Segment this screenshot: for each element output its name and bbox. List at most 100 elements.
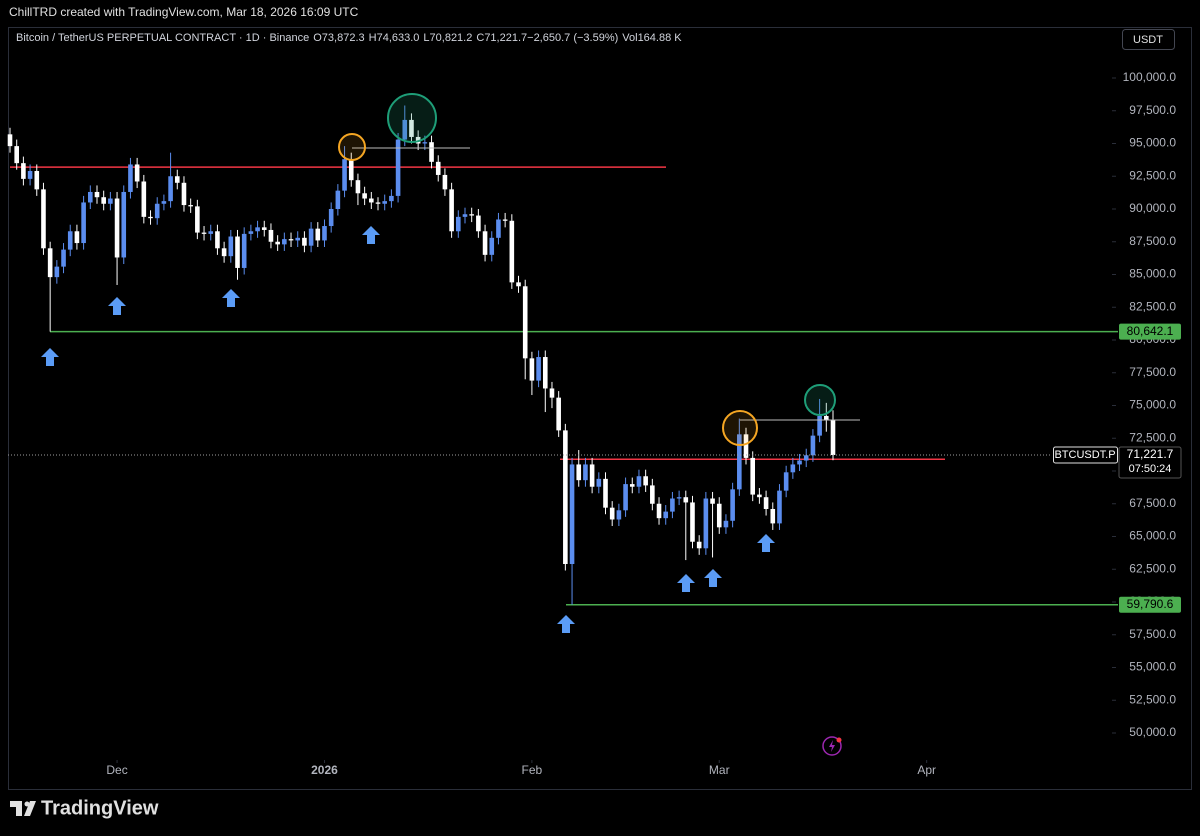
candle-body [188,205,193,207]
candle-body [817,415,822,436]
candle-body [27,171,33,179]
candle-body [34,171,40,190]
y-tick-label: 67,500.0 [1129,496,1176,510]
symbol-box [1053,446,1118,464]
price-badge [1118,446,1182,479]
candle-body [389,195,394,202]
candle-body [41,189,46,249]
candle-body [154,203,160,219]
candle-body [248,231,254,234]
green-circle [387,93,437,143]
candle-body [763,497,769,509]
candle-body [322,226,327,241]
candle-body [409,119,414,137]
candle-body [315,228,321,241]
legend-value: 74,633.0 [377,32,420,44]
candle-body [355,180,361,194]
currency-button[interactable] [1122,29,1175,50]
candle-body [489,237,495,255]
x-tick-label: Mar [709,763,730,777]
candle-body [556,397,561,431]
orange-circle [338,133,366,161]
candle-body [268,229,274,242]
header-text: ChillTRD created with TradingView.com, M… [9,5,359,19]
candle-body [636,476,642,487]
x-tick-label: Feb [522,763,543,777]
candle-body [496,219,501,238]
legend-value: 73,872.3 [322,32,365,44]
symbol-label: BTCUSDT.P [1054,449,1115,461]
candle-body [690,502,695,542]
candle-body [703,498,709,549]
legend-items: O73,872.3 H74,633.0 L70,821.2 C71,221.7−2,6… [313,32,682,44]
candle-body [650,485,655,504]
y-tick-label: 50,000.0 [1129,725,1176,739]
candle-body [522,286,528,359]
candle-body [616,510,622,520]
candle-body [61,249,66,267]
drawings [41,93,860,756]
x-tick-label: 2026 [311,763,338,777]
legend: Bitcoin / TetherUS PERPETUAL CONTRACT · … [16,32,682,44]
candle-body [643,476,648,486]
candle-body [302,237,307,246]
alert-icon [822,736,842,756]
candle-body [737,434,742,490]
candle-body [108,198,113,204]
candle-body [375,202,381,204]
candle-body [683,497,689,503]
candle-body [141,181,147,217]
candle-body [382,201,388,204]
arrow [222,289,240,307]
chart-frame [8,27,1192,790]
y-tick-label: 55,000.0 [1129,660,1176,674]
candle-body [770,508,776,524]
y-tick-label: 62,500.0 [1129,561,1176,575]
candle-body [14,146,19,164]
candle-body [114,198,120,258]
alert-dot [836,737,842,743]
candle-body [235,236,240,268]
candle-body [87,191,93,203]
level-label: 80,642.1 [1127,324,1174,338]
candle-body [308,228,314,246]
candle-body [174,176,180,183]
candle-body [7,134,13,147]
candle-body [21,163,26,179]
candle-body [168,176,173,202]
green-circle [804,384,836,416]
candle-body [603,478,608,508]
level-badge [1119,323,1181,340]
candle-body [442,174,448,190]
candle-body [656,503,662,519]
candle-body [696,541,702,549]
candle-body [422,142,428,144]
legend-value: 71,221.7 [484,32,527,44]
legend-key: H [369,32,377,44]
symbol: Bitcoin / TetherUS PERPETUAL CONTRACT · … [16,32,309,44]
candle-body [282,239,287,245]
candle-body [482,231,488,255]
candle-body [663,511,669,519]
legend-key: L [423,32,429,44]
candle-body [195,206,200,233]
currency[interactable]: USDT [1133,34,1163,46]
y-tick-label: 87,500.0 [1129,234,1176,248]
candle-body [670,498,675,512]
candle-body [730,489,735,521]
candle-body [47,248,53,278]
candle-body [750,457,756,495]
candle-body [583,464,588,481]
legend-key: Vol [622,32,637,44]
y-tick-label: 65,000.0 [1129,529,1176,543]
candle-body [549,388,555,398]
legend-key: O [313,32,322,44]
candle-body [830,420,836,455]
candle-body [609,507,615,520]
candle-body [476,215,481,232]
candle-body [777,490,782,524]
candle-body [94,191,100,198]
candle-body [516,282,521,287]
candle-body [456,216,461,232]
